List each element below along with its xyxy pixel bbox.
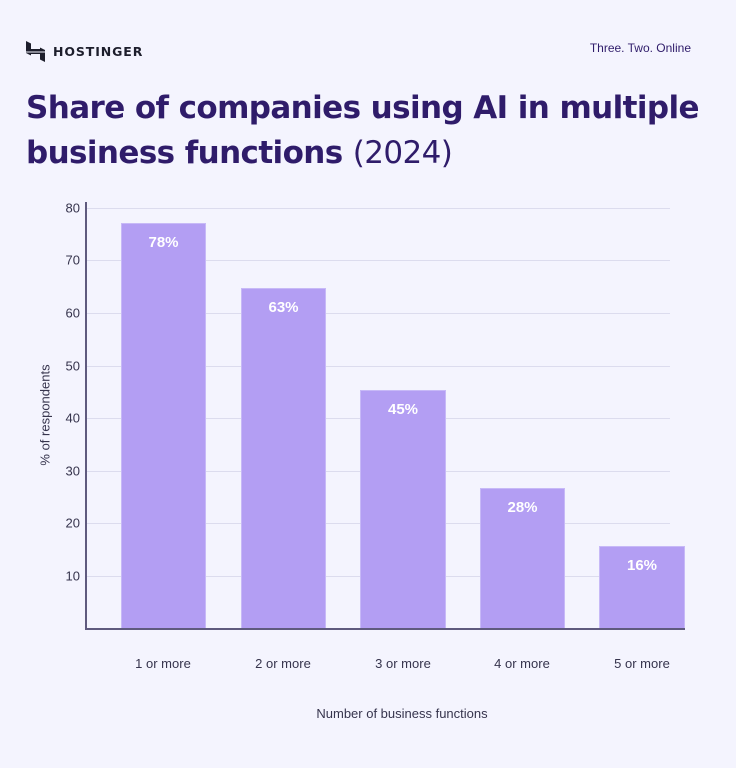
y-axis-line — [85, 202, 87, 629]
bar-4-or-more: 28% — [480, 488, 565, 629]
gridline — [86, 366, 670, 367]
hostinger-h-logo-icon — [26, 41, 45, 62]
bar-value-label: 45% — [387, 401, 419, 418]
y-tick: 70 — [65, 252, 80, 268]
x-tick: 1 or more — [135, 656, 191, 671]
x-tick: 3 or more — [375, 656, 431, 671]
x-tick: 5 or more — [614, 656, 670, 671]
gridline — [86, 260, 670, 261]
bar-value-label: 28% — [507, 499, 538, 516]
bar-value-label: 16% — [626, 557, 658, 574]
x-tick: 2 or more — [255, 656, 311, 671]
bar-value-label: 63% — [268, 299, 299, 316]
x-tick: 4 or more — [494, 656, 550, 671]
bar-5-or-more: 16% — [599, 546, 685, 629]
bar-1-or-more: 78% — [121, 223, 206, 629]
chart-title: Share of companies using AI in multiple … — [26, 86, 716, 176]
y-tick: 10 — [65, 568, 80, 584]
y-tick: 80 — [65, 200, 80, 216]
brand-name: HOSTINGER — [53, 44, 144, 59]
bar-2-or-more: 63% — [241, 288, 326, 629]
y-tick: 60 — [65, 305, 80, 321]
tagline: Three. Two. Online — [589, 41, 691, 55]
bar-3-or-more: 45% — [360, 390, 446, 629]
x-axis-line — [85, 628, 685, 630]
x-axis-label: Number of business functions — [316, 706, 488, 721]
y-axis-label: % of respondents — [37, 364, 53, 466]
title-year: (2024) — [352, 135, 453, 171]
y-tick: 20 — [65, 515, 80, 531]
bar-value-label: 78% — [148, 234, 179, 251]
y-tick: 40 — [65, 410, 80, 426]
gridline — [86, 313, 670, 314]
y-tick: 50 — [65, 358, 80, 374]
hostinger-logo: HOSTINGER — [26, 41, 143, 62]
title-main: Share of companies using AI in multiple … — [26, 90, 700, 171]
y-tick: 30 — [65, 463, 80, 479]
gridline — [86, 208, 670, 209]
